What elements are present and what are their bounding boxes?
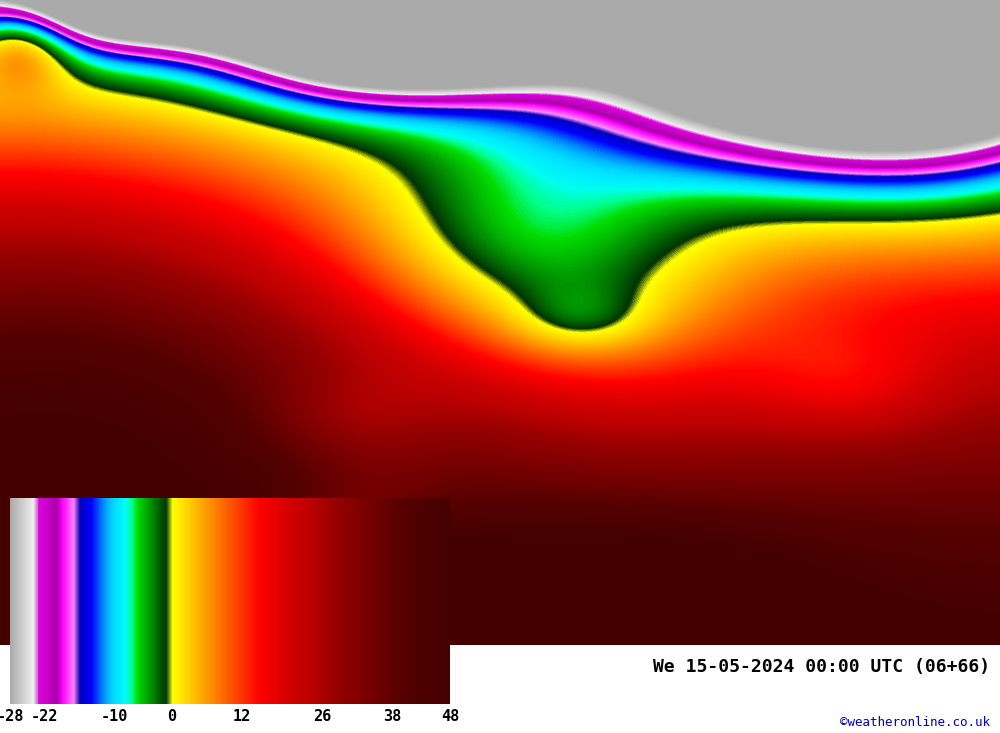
Text: Temperature (2m) [°C] ECMWF: Temperature (2m) [°C] ECMWF	[10, 658, 304, 677]
Text: We 15-05-2024 00:00 UTC (06+66): We 15-05-2024 00:00 UTC (06+66)	[653, 658, 990, 677]
Text: ©weatheronline.co.uk: ©weatheronline.co.uk	[840, 715, 990, 729]
